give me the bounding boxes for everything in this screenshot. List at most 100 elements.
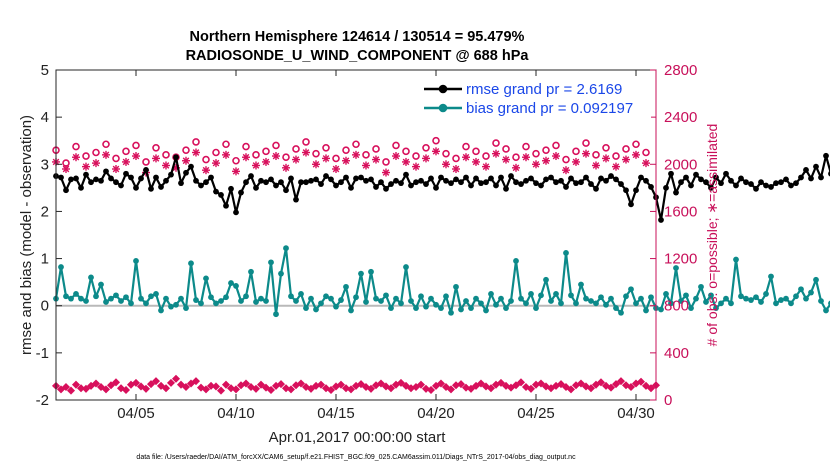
- bias-point: [443, 293, 449, 300]
- bias-point: [758, 299, 764, 305]
- obs-assimilated-level-marker: [456, 380, 466, 389]
- bias-point: [473, 295, 479, 302]
- bias-point: [98, 281, 104, 288]
- rmse-point: [383, 185, 389, 192]
- obs-possible-marker: [422, 143, 430, 152]
- bias-point: [588, 298, 594, 304]
- rmse-point: [618, 181, 624, 187]
- obs-assimilated-level-marker: [171, 374, 181, 383]
- rmse-point: [643, 177, 649, 184]
- obs-possible-marker: [452, 154, 460, 163]
- obs-assimilated-level-marker: [616, 377, 626, 386]
- bias-point: [348, 307, 354, 314]
- bias-point: [168, 303, 174, 310]
- obs-assimilated-marker: [252, 161, 260, 170]
- obs-possible-marker: [382, 158, 390, 166]
- obs-assimilated-marker: [602, 154, 610, 163]
- obs-assimilated-level-marker: [241, 379, 251, 388]
- asterisk-stroke: [162, 162, 170, 169]
- bias-point: [613, 305, 619, 311]
- rmse-point: [398, 180, 404, 187]
- bias-point: [193, 297, 199, 303]
- obs-possible-marker: [502, 145, 510, 153]
- rmse-point: [328, 176, 334, 183]
- rmse-point: [528, 175, 534, 182]
- rmse-point: [613, 176, 619, 183]
- rmse-point: [358, 174, 364, 181]
- bias-point: [628, 286, 634, 293]
- obs-possible-marker: [562, 155, 570, 164]
- bias-point: [398, 300, 404, 307]
- bias-point: [483, 307, 489, 314]
- rmse-point: [813, 163, 819, 170]
- asterisk-stroke: [342, 157, 350, 165]
- obs-possible-marker: [92, 148, 100, 157]
- rmse-point: [573, 180, 579, 187]
- bias-point: [128, 300, 134, 307]
- bias-point: [633, 300, 639, 307]
- asterisk-stroke: [352, 151, 360, 159]
- asterisk-stroke: [292, 156, 300, 163]
- obs-assimilated-level-marker: [121, 385, 131, 395]
- obs-assimilated-marker: [432, 147, 440, 156]
- bias-point: [478, 300, 484, 307]
- obs-assimilated-level-marker: [81, 384, 91, 393]
- bias-point: [88, 274, 94, 281]
- bias-point: [433, 301, 439, 308]
- obs-assimilated-marker: [262, 157, 270, 166]
- rmse-point: [703, 179, 709, 186]
- bias-point: [518, 295, 524, 302]
- rmse-point: [678, 179, 684, 186]
- asterisk-stroke: [82, 163, 90, 170]
- asterisk-stroke: [152, 155, 160, 162]
- asterisk-stroke: [222, 151, 230, 159]
- obs-assimilated-level-marker: [386, 384, 396, 393]
- obs-assimilated-level-marker: [106, 381, 116, 390]
- left-tick-label: 1: [41, 251, 49, 268]
- bias-point: [353, 294, 359, 301]
- obs-assimilated-marker: [232, 167, 240, 176]
- obs-possible-marker: [612, 152, 620, 160]
- obs-assimilated-level-marker: [216, 386, 226, 395]
- bias-point: [408, 298, 414, 304]
- asterisk-stroke: [252, 162, 260, 169]
- right-axis: 0 400 800 1200 1600 2000 2400 2800: [650, 62, 697, 409]
- bias-point: [813, 276, 819, 283]
- obs-assimilated-marker: [132, 152, 140, 161]
- bias-point: [423, 303, 429, 310]
- rmse-point: [403, 171, 409, 178]
- obs-assimilated-level-marker: [536, 379, 546, 388]
- rmse-point: [393, 177, 399, 184]
- bias-point: [318, 300, 324, 307]
- obs-assimilated-level-marker: [71, 380, 81, 389]
- obs-possible-marker: [122, 147, 130, 156]
- rmse-point: [523, 177, 529, 184]
- bias-point: [418, 293, 424, 300]
- bias-point: [608, 295, 614, 302]
- obs-possible-marker: [602, 143, 610, 152]
- obs-assimilated-marker: [562, 166, 570, 175]
- obs-possible-marker: [342, 146, 350, 154]
- obs-assimilated-marker: [282, 163, 290, 172]
- obs-possible-marker: [322, 143, 330, 152]
- bias-point: [548, 298, 554, 304]
- rmse-point: [83, 171, 89, 178]
- obs-assimilated-level-marker: [111, 378, 121, 387]
- bias-point: [428, 295, 434, 302]
- obs-assimilated-marker: [522, 153, 530, 162]
- obs-assimilated-marker: [242, 153, 250, 162]
- bias-point: [93, 293, 99, 300]
- obs-possible-marker: [232, 156, 240, 165]
- obs-count-markers: [51, 136, 661, 395]
- rmse-point: [713, 174, 719, 181]
- bias-point: [413, 305, 419, 311]
- obs-assimilated-marker: [592, 161, 600, 170]
- obs-assimilated-level-marker: [76, 384, 86, 393]
- legend-bias-marker: [438, 103, 448, 113]
- obs-possible-marker: [462, 142, 470, 151]
- x-tick-label: 04/15: [317, 405, 355, 422]
- rmse-point: [98, 177, 104, 184]
- obs-assimilated-level-marker: [181, 383, 191, 392]
- obs-assimilated-marker: [222, 150, 230, 159]
- obs-assimilated-marker: [72, 153, 80, 162]
